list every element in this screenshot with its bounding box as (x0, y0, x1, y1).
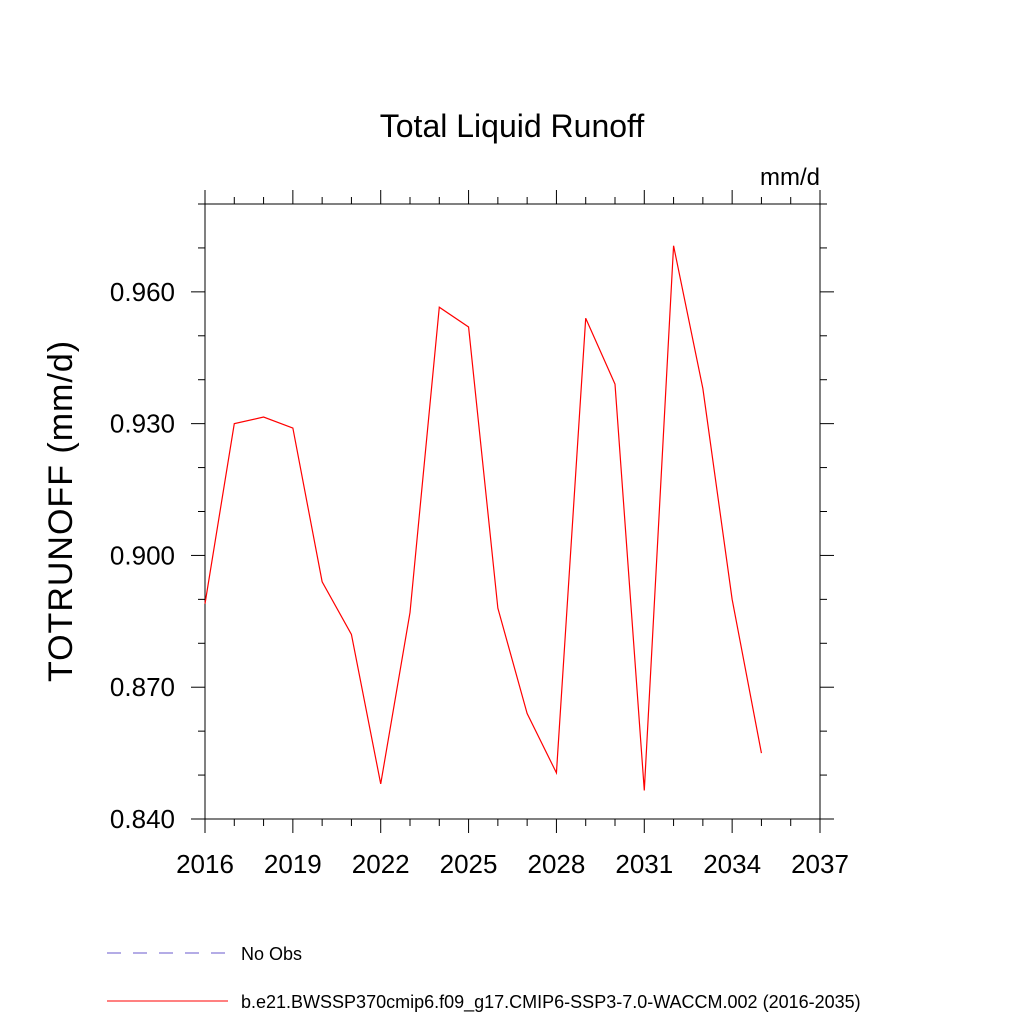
x-tick-label: 2031 (615, 849, 673, 879)
legend: No Obs b.e21.BWSSP370cmip6.f09_g17.CMIP6-… (107, 944, 861, 1013)
y-tick-label: 0.930 (110, 409, 175, 439)
x-tick-label: 2034 (703, 849, 761, 879)
units-label: mm/d (760, 164, 820, 191)
x-tick-label: 2016 (176, 849, 234, 879)
plot-frame (204, 203, 821, 820)
y-tick-label: 0.840 (110, 804, 175, 834)
y-tick-label: 0.960 (110, 277, 175, 307)
x-tick-label: 2025 (440, 849, 498, 879)
y-tick-label: 0.900 (110, 540, 175, 570)
y-tick-label: 0.870 (110, 672, 175, 702)
x-tick-label: 2022 (352, 849, 410, 879)
axis-tick-labels: 2016 2019 2022 2025 2028 2031 2034 2037 0.840 0.8… (110, 277, 849, 879)
legend-label-1: b.e21.BWSSP370cmip6.f09_g17.CMIP6-SSP3-7… (241, 992, 861, 1013)
series-line-1 (204, 245, 763, 791)
series-lines (204, 245, 763, 791)
x-tick-label: 2037 (791, 849, 849, 879)
x-tick-label: 2019 (264, 849, 322, 879)
axis-ticks (191, 190, 834, 833)
legend-label-0: No Obs (241, 944, 302, 964)
chart-title: Total Liquid Runoff (380, 108, 645, 144)
y-axis-label: TOTRUNOFF (mm/d) (42, 340, 80, 682)
x-tick-label: 2028 (528, 849, 586, 879)
